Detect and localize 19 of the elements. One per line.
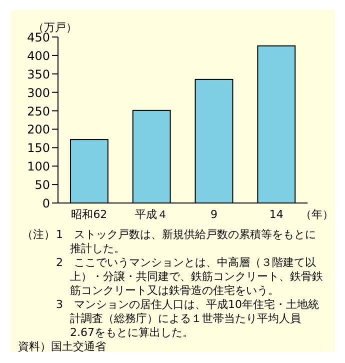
y-tick-label: 350 [27,67,50,82]
x-tick-label: 昭和62 [71,208,108,221]
x-tick-label: 9 [210,208,218,221]
y-tick-label: 300 [27,86,50,100]
y-tick-label: 150 [27,141,50,156]
x-tick-label: 平成４ [135,208,168,221]
x-axis-title: （年） [300,208,334,221]
text: （注） [22,228,55,242]
y-tick-label: 50 [34,178,50,192]
y-tick-label: 250 [27,104,50,118]
text: 3 マンションの居住人口は、平成10年住宅・土地統計調査（総務庁）による１世帯当たり平均人員2.67をもとに算出した。 [56,298,320,340]
text: 資料）国土交通省 [18,340,107,354]
y-tick-label: 200 [27,122,50,137]
text: 1 ストック戸数は、新規供給戸数の累積等をもとに推計した。 [56,228,317,256]
y-tick-label: 100 [27,160,50,174]
y-tick-label: 0 [42,196,50,210]
x-tick-label: 14 [269,208,284,221]
y-tick-label: 400 [27,48,50,63]
text: 2 ここでいうマンションとは、中高層（３階建て以上）・分譲・共同建で、鉄筋コンクリート、鉄骨鉄筋コンクリート又は鉄骨造の住宅をいう。 [56,256,323,298]
